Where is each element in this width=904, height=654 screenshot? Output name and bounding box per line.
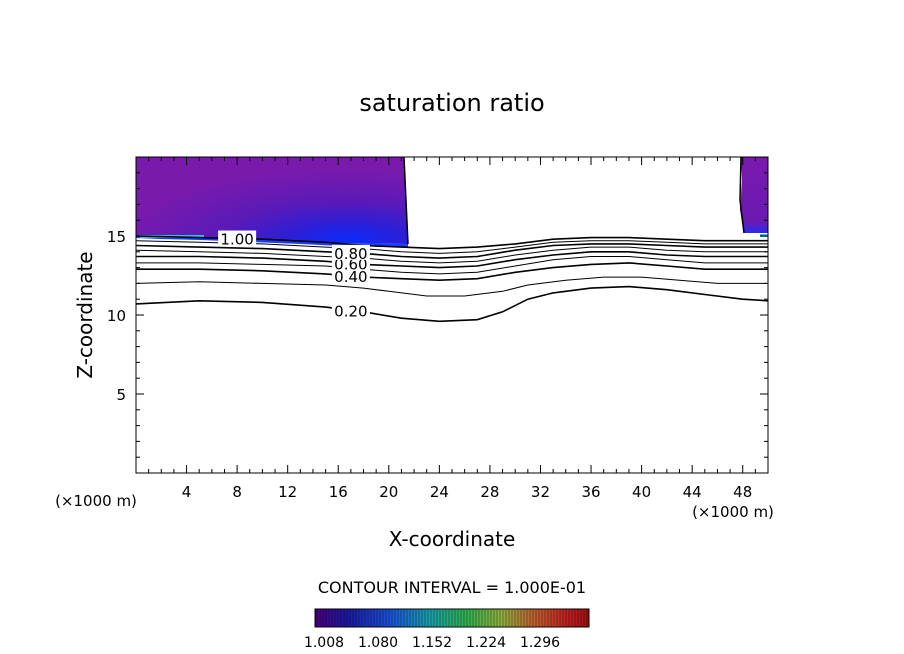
contour-line-0.7: [136, 246, 768, 264]
x-unit-right: (×1000 m): [692, 503, 774, 521]
x-tick-label: 8: [232, 483, 242, 501]
contour-line-0.6: [136, 251, 768, 269]
contour-label: 0.20: [334, 302, 367, 320]
chart-title: saturation ratio: [359, 89, 544, 117]
colorbar-tick-label: 1.008: [304, 635, 344, 651]
x-tick-label: 16: [329, 483, 348, 501]
supersaturation-region-left: [136, 157, 408, 244]
contour-line-0.3: [136, 276, 768, 297]
supersaturation-outline-right: [739, 157, 745, 234]
x-tick-label: 44: [683, 483, 702, 501]
y-tick-label: 10: [107, 307, 126, 325]
x-tick-label: 20: [379, 483, 398, 501]
y-axis-ticks: 5 10 15: [107, 172, 768, 458]
contour-line-0.9: [136, 240, 768, 254]
colorbar-stripes: [316, 610, 588, 626]
colorbar-tick-label: 1.152: [412, 635, 452, 651]
contour-lines: [136, 235, 768, 323]
x-tick-label: 24: [430, 483, 449, 501]
x-tick-label: 36: [581, 483, 600, 501]
contour-line-0.2: [136, 285, 768, 323]
x-unit-left: (×1000 m): [55, 492, 137, 510]
colorbar-tick-label: 1.224: [466, 635, 506, 651]
y-axis-label: Z-coordinate: [73, 251, 97, 378]
x-axis-label: X-coordinate: [389, 527, 516, 551]
x-tick-label: 40: [632, 483, 651, 501]
colorbar-tick-label: 1.080: [358, 635, 398, 651]
colorbar-labels: 1.008 1.080 1.152 1.224 1.296: [304, 635, 560, 651]
colorbar: [314, 608, 590, 628]
supersaturation-region-right: [740, 157, 768, 233]
y-tick-label: 15: [107, 228, 126, 246]
y-tick-label: 5: [116, 386, 126, 404]
contour-line-1: [136, 235, 768, 250]
contour-line-0.4: [136, 262, 768, 282]
contour-line-0.8: [136, 243, 768, 259]
contour-label: 1.00: [220, 231, 253, 249]
colorbar-tick-label: 1.296: [520, 635, 560, 651]
contour-line-0.5: [136, 256, 768, 275]
x-tick-label: 4: [182, 483, 192, 501]
contour-label-bg: [331, 302, 370, 318]
contour-label-bg: [331, 244, 370, 260]
x-tick-label: 48: [733, 483, 752, 501]
x-tick-label: 28: [480, 483, 499, 501]
contour-label: 0.60: [334, 255, 367, 273]
contour-interval-text: CONTOUR INTERVAL = 1.000E-01: [318, 578, 586, 597]
x-tick-label: 32: [531, 483, 550, 501]
supersaturation-outline-left: [403, 157, 409, 245]
contour-label: 0.80: [334, 245, 367, 263]
x-axis-ticks: 4 8 12 16 20 24 28 32 36 40 44 48: [148, 157, 756, 501]
x-tick-label: 12: [278, 483, 297, 501]
contour-label: 0.40: [334, 268, 367, 286]
contour-labels: 0.20 0.400.600.80 1.00: [218, 230, 370, 320]
contour-label-bg: [331, 268, 370, 284]
contour-label-bg: [218, 230, 257, 246]
